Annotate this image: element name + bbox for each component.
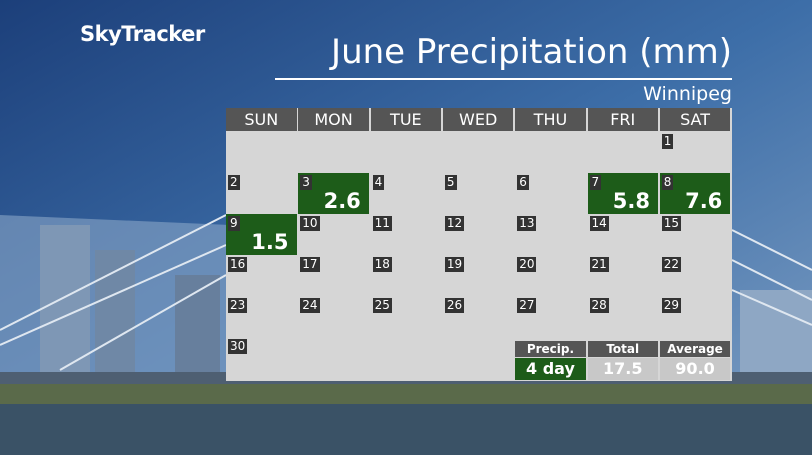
- day-number: 4: [372, 175, 385, 190]
- day-cell: 6: [515, 173, 586, 214]
- day-number: 29: [661, 298, 682, 313]
- day-cell: 1: [660, 132, 731, 173]
- day-cell: 2: [226, 173, 297, 214]
- day-cell: 20: [515, 255, 586, 296]
- day-number: 26: [444, 298, 465, 313]
- precip-value: 2.6: [323, 189, 361, 213]
- day-cell: 26: [443, 296, 514, 337]
- precip-value: 1.5: [251, 230, 289, 254]
- summary-value: 17.5: [587, 358, 658, 380]
- day-number: 27: [517, 298, 537, 313]
- calendar: SUN MON TUE WED THU FRI SAT 1 2 3 2.6 4 5 6 7 5.8 8 7.6 9 1…: [226, 108, 732, 381]
- weekday-header: WED: [442, 108, 514, 131]
- weekday-header: MON: [298, 108, 369, 131]
- day-cell: 30: [226, 337, 297, 378]
- weekday-header: THU: [515, 108, 586, 131]
- day-number: 22: [661, 257, 682, 272]
- day-number: 5: [444, 175, 457, 190]
- day-cell: 11: [371, 214, 442, 255]
- weekday-header: SUN: [226, 108, 297, 131]
- day-cell: 18: [371, 255, 442, 296]
- day-cell: 25: [371, 296, 442, 337]
- title: June Precipitation (mm): [331, 32, 732, 72]
- day-cell: 10: [298, 214, 369, 255]
- day-cell: 13: [515, 214, 586, 255]
- day-cell: 16: [226, 255, 297, 296]
- precip-value: 5.8: [612, 189, 650, 213]
- day-cell: 29: [660, 296, 731, 337]
- day-number: 17: [300, 257, 320, 272]
- day-number: 15: [661, 216, 682, 231]
- day-cell: 24: [298, 296, 369, 337]
- day-number: 25: [372, 298, 392, 313]
- day-cell: 8 7.6: [659, 173, 731, 214]
- day-cell: 23: [226, 296, 297, 337]
- day-cell: 12: [443, 214, 514, 255]
- location: Winnipeg: [643, 83, 732, 105]
- day-number: 16: [228, 257, 248, 272]
- day-number: 7: [589, 175, 602, 190]
- day-number: 20: [517, 257, 537, 272]
- day-number: 13: [517, 216, 537, 231]
- day-cell: 4: [371, 173, 442, 214]
- day-cell: 27: [515, 296, 586, 337]
- day-number: 1: [661, 134, 674, 149]
- weekday-header: FRI: [587, 108, 658, 131]
- day-number: 11: [372, 216, 392, 231]
- day-cell: 21: [588, 255, 659, 296]
- day-cell: 19: [443, 255, 514, 296]
- day-number: 18: [372, 257, 392, 272]
- weekday-header: SAT: [659, 108, 731, 131]
- summary-value: 90.0: [659, 358, 731, 380]
- summary-label: Total: [587, 341, 658, 357]
- day-number: 19: [444, 257, 465, 272]
- day-number: 28: [589, 298, 609, 313]
- summary-label: Precip.: [515, 341, 586, 357]
- day-number: 24: [300, 298, 320, 313]
- day-number: 14: [589, 216, 609, 231]
- summary-label: Average: [659, 341, 731, 357]
- brand-logo: SkyTracker: [80, 22, 205, 46]
- day-number: 21: [589, 257, 609, 272]
- day-cell: 22: [660, 255, 731, 296]
- day-number: 8: [661, 175, 674, 190]
- day-cell: 14: [588, 214, 659, 255]
- day-number: 2: [228, 175, 240, 190]
- day-cell: 28: [588, 296, 659, 337]
- summary-value: 4 day: [515, 358, 586, 380]
- day-number: 9: [228, 216, 240, 231]
- title-rule: [275, 78, 732, 80]
- day-cell: 7 5.8: [587, 173, 658, 214]
- day-number: 10: [300, 216, 320, 231]
- day-cell: 5: [443, 173, 514, 214]
- day-number: 12: [444, 216, 465, 231]
- day-cell: 17: [298, 255, 369, 296]
- day-number: 23: [228, 298, 248, 313]
- weekday-header: TUE: [370, 108, 442, 131]
- precip-value: 7.6: [685, 189, 723, 213]
- day-cell: 9 1.5: [226, 214, 297, 255]
- day-cell: 3 2.6: [298, 173, 369, 214]
- day-number: 3: [300, 175, 312, 190]
- day-number: 6: [517, 175, 529, 190]
- day-number: 30: [228, 339, 248, 354]
- day-cell: 15: [660, 214, 731, 255]
